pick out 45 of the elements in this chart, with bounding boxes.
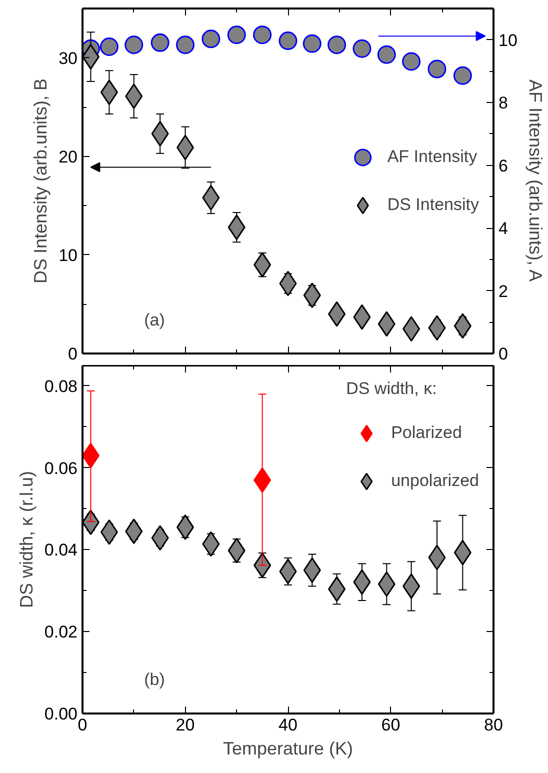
legend-label: unpolarized — [391, 471, 479, 491]
point — [428, 60, 446, 78]
legend-title: DS width, κ: — [346, 379, 438, 399]
y-tick-label: 0.04 — [44, 540, 78, 560]
point — [302, 34, 322, 53]
y2-tick-label: 10 — [498, 30, 518, 50]
point — [453, 66, 472, 85]
y-tick-label: 0.02 — [44, 622, 78, 642]
y-tick-label: 0.00 — [44, 704, 78, 724]
point — [150, 33, 170, 52]
y-tick-label: 0.08 — [44, 376, 78, 396]
legend-label: Polarized — [391, 423, 462, 443]
y-tick-label: 0.06 — [44, 458, 78, 478]
y2-tick-label: 4 — [498, 219, 508, 238]
y-tick-label: 30 — [58, 48, 78, 68]
annotation: (b) — [144, 670, 165, 690]
point — [202, 30, 220, 48]
point — [124, 36, 144, 54]
y2-tick-label: 6 — [498, 156, 508, 176]
legend-label: DS Intensity — [387, 194, 479, 214]
point — [100, 38, 118, 56]
point — [253, 26, 272, 44]
point — [227, 26, 246, 44]
y2-tick-label: 0 — [498, 344, 508, 364]
y-axis-title: DS width, κ (r.l.u) — [16, 470, 36, 608]
x-tick-label: 40 — [278, 716, 298, 734]
x-tick-label: 80 — [484, 716, 503, 734]
point — [328, 36, 346, 54]
x-tick-label: 60 — [381, 716, 400, 734]
x-tick-label: 20 — [176, 716, 195, 734]
y-tick-label: 20 — [58, 147, 78, 166]
annotation: (a) — [144, 310, 165, 330]
point — [402, 52, 421, 71]
point — [176, 36, 194, 54]
y-tick-label: 10 — [58, 246, 78, 265]
y-tick-label: 0 — [68, 344, 78, 364]
y2-tick-label: 8 — [498, 94, 508, 113]
y2-axis-title: AF Intensity (arb.uints), A — [525, 79, 546, 282]
point — [278, 32, 298, 50]
point — [377, 45, 396, 64]
y2-tick-label: 2 — [498, 282, 508, 301]
legend-label: AF Intensity — [387, 146, 478, 166]
x-axis-title: Temperature (K) — [222, 738, 354, 758]
point — [352, 39, 372, 58]
y-axis-title: DS Intensity (arb.units), B — [30, 78, 51, 284]
